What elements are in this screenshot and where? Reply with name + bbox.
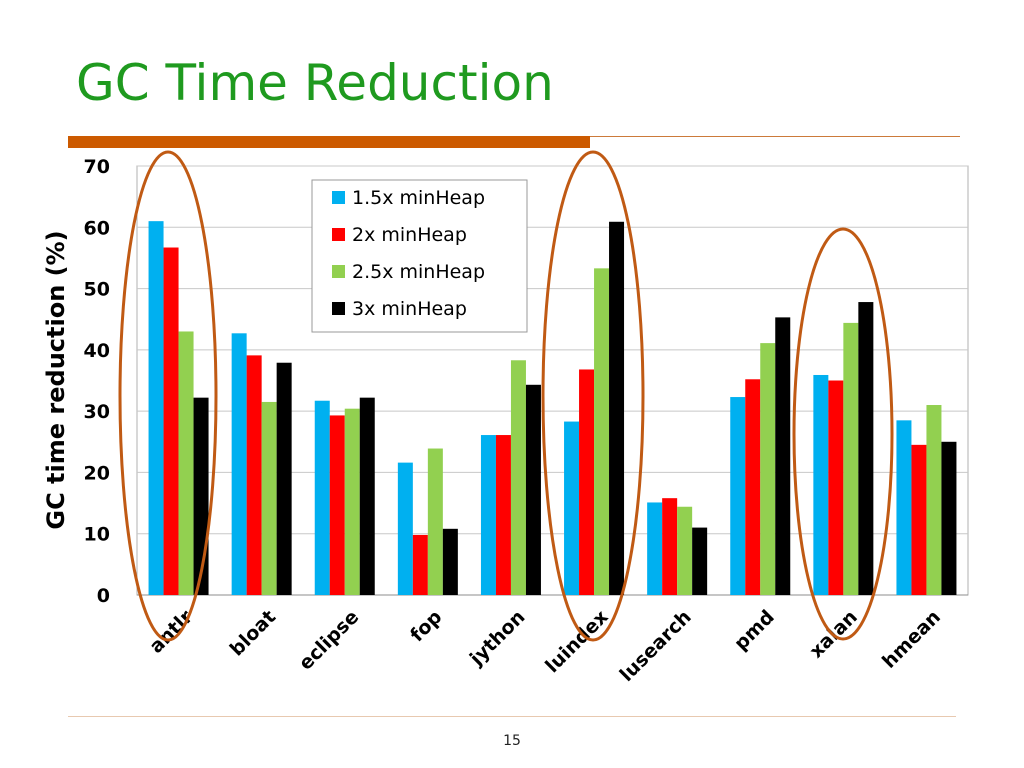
y-tick-label: 50 xyxy=(84,279,110,301)
bar-eclipse-series-3 xyxy=(344,408,360,595)
y-tick-label: 70 xyxy=(84,156,110,178)
bar-jython-series-2 xyxy=(495,435,511,595)
bar-antlr-series-2 xyxy=(163,247,179,595)
footer-rule xyxy=(68,716,956,717)
y-axis-label: GC time reduction (%) xyxy=(42,230,70,529)
bar-fop-series-4 xyxy=(442,528,458,595)
bar-pmd-series-4 xyxy=(775,317,791,595)
bar-lusearch-series-1 xyxy=(647,502,663,595)
bar-lusearch-series-3 xyxy=(677,506,693,595)
bar-bloat-series-4 xyxy=(276,362,292,595)
y-tick-label: 40 xyxy=(84,340,110,362)
bar-xalan-series-2 xyxy=(828,380,844,595)
bar-pmd-series-1 xyxy=(730,397,746,595)
x-tick-label: jython xyxy=(465,606,529,670)
x-tick-label: luindex xyxy=(541,606,612,677)
bar-jython-series-1 xyxy=(480,435,496,595)
y-tick-label: 10 xyxy=(84,524,110,546)
bar-xalan-series-1 xyxy=(813,374,829,595)
title-thin-rule xyxy=(590,136,960,137)
bar-fop-series-1 xyxy=(397,462,413,595)
highlight-ellipse-xalan xyxy=(792,227,894,641)
bar-bloat-series-1 xyxy=(231,333,247,595)
bar-antlr-series-3 xyxy=(178,331,194,595)
bar-bloat-series-3 xyxy=(261,401,277,595)
bar-hmean-series-1 xyxy=(896,420,912,595)
legend-label: 2.5x minHeap xyxy=(352,261,485,283)
legend-swatch xyxy=(332,191,345,204)
page-number: 15 xyxy=(503,733,521,749)
x-tick-label: bloat xyxy=(226,606,281,661)
x-tick-label: lusearch xyxy=(616,606,696,686)
y-tick-label: 60 xyxy=(84,217,110,239)
bar-eclipse-series-4 xyxy=(359,397,375,595)
y-tick-label: 20 xyxy=(84,462,110,484)
highlight-ellipse-luindex xyxy=(541,150,645,642)
x-tick-label: pmd xyxy=(730,606,779,655)
bar-jython-series-3 xyxy=(510,360,526,595)
legend-swatch xyxy=(332,228,345,241)
bar-jython-series-4 xyxy=(525,384,541,595)
bar-hmean-series-3 xyxy=(926,405,942,595)
bar-luindex-series-4 xyxy=(609,221,625,595)
highlight-ellipse-antlr xyxy=(118,150,218,642)
legend-box xyxy=(311,179,528,333)
bar-fop-series-3 xyxy=(427,448,443,595)
bar-luindex-series-1 xyxy=(564,421,580,595)
legend-swatch xyxy=(332,302,345,315)
bar-eclipse-series-2 xyxy=(329,415,345,595)
bar-xalan-series-4 xyxy=(858,302,874,595)
bar-antlr-series-1 xyxy=(148,221,164,595)
bar-lusearch-series-4 xyxy=(692,527,708,595)
bar-hmean-series-4 xyxy=(941,441,957,595)
legend-label: 3x minHeap xyxy=(352,298,467,320)
bar-xalan-series-3 xyxy=(843,322,859,595)
bar-bloat-series-2 xyxy=(246,355,262,595)
bar-hmean-series-2 xyxy=(911,444,927,595)
legend-swatch xyxy=(332,265,345,278)
x-tick-label: hmean xyxy=(878,606,945,673)
bar-pmd-series-3 xyxy=(760,343,776,595)
bar-fop-series-2 xyxy=(412,534,428,595)
bar-luindex-series-3 xyxy=(594,268,610,595)
bar-lusearch-series-2 xyxy=(662,498,678,595)
y-tick-label: 0 xyxy=(97,585,110,607)
slide-title: GC Time Reduction xyxy=(76,54,554,112)
legend-label: 2x minHeap xyxy=(352,224,467,246)
x-tick-label: fop xyxy=(406,606,446,646)
y-tick-label: 30 xyxy=(84,401,110,423)
title-accent-rule xyxy=(68,136,590,148)
bar-pmd-series-2 xyxy=(745,379,761,595)
legend-label: 1.5x minHeap xyxy=(352,187,485,209)
bar-luindex-series-2 xyxy=(579,369,595,595)
x-tick-label: eclipse xyxy=(295,606,364,675)
bar-eclipse-series-1 xyxy=(314,400,330,595)
